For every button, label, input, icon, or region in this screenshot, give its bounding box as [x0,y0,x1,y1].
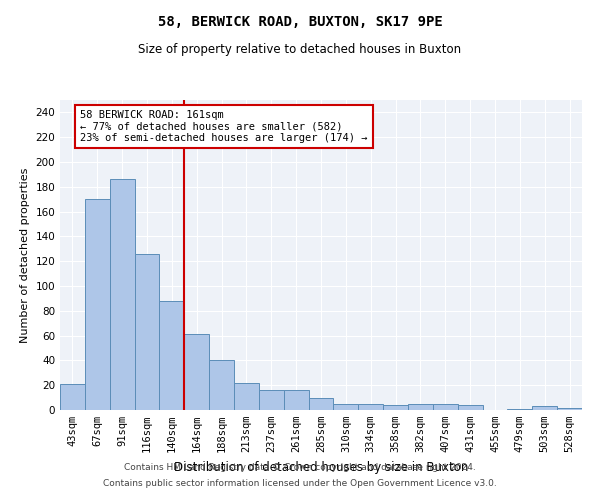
Text: Contains public sector information licensed under the Open Government Licence v3: Contains public sector information licen… [103,478,497,488]
Bar [259,390,284,410]
Bar [532,406,557,410]
Bar [508,409,532,410]
Bar [334,404,358,410]
Bar [458,405,482,410]
X-axis label: Distribution of detached houses by size in Buxton: Distribution of detached houses by size … [174,460,468,473]
Bar [234,382,259,410]
Bar [557,408,582,410]
Bar [284,390,308,410]
Bar [209,360,234,410]
Bar [110,180,134,410]
Bar [85,199,110,410]
Bar [383,405,408,410]
Bar [308,398,334,410]
Bar [358,404,383,410]
Bar [433,404,458,410]
Text: 58 BERWICK ROAD: 161sqm
← 77% of detached houses are smaller (582)
23% of semi-d: 58 BERWICK ROAD: 161sqm ← 77% of detache… [80,110,367,143]
Text: 58, BERWICK ROAD, BUXTON, SK17 9PE: 58, BERWICK ROAD, BUXTON, SK17 9PE [158,15,442,29]
Bar [60,384,85,410]
Y-axis label: Number of detached properties: Number of detached properties [20,168,30,342]
Bar [184,334,209,410]
Bar [160,301,184,410]
Bar [408,404,433,410]
Bar [134,254,160,410]
Text: Contains HM Land Registry data © Crown copyright and database right 2024.: Contains HM Land Registry data © Crown c… [124,464,476,472]
Text: Size of property relative to detached houses in Buxton: Size of property relative to detached ho… [139,42,461,56]
